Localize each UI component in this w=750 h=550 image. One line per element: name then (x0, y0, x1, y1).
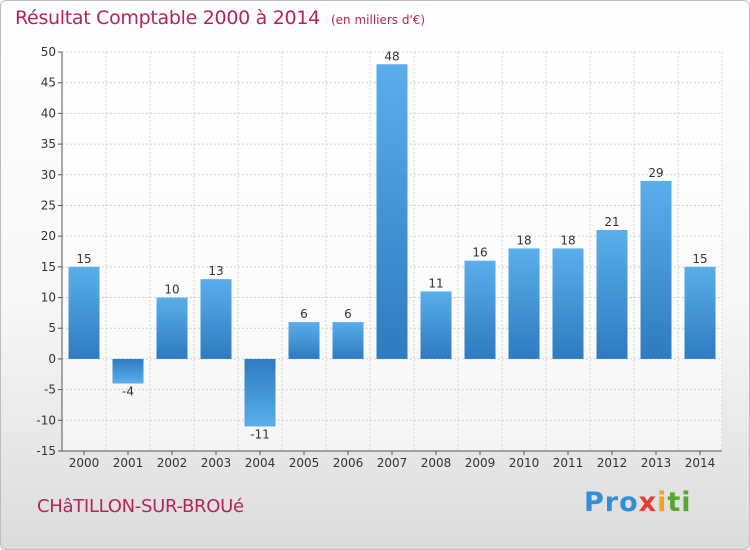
bar-value-label: 16 (472, 246, 487, 260)
x-tick-label: 2005 (289, 456, 320, 470)
logo-part: i (657, 487, 668, 518)
bar (596, 230, 628, 359)
y-tick-label: 15 (41, 260, 56, 274)
bar-value-label: -11 (250, 427, 270, 441)
x-tick-label: 2008 (421, 456, 452, 470)
bar-value-label: 11 (428, 276, 443, 290)
bar (640, 180, 672, 359)
y-tick-label: 40 (41, 106, 56, 120)
bar (552, 248, 584, 359)
logo-part: x (638, 487, 658, 518)
bar-value-label: 13 (208, 264, 223, 278)
x-tick-label: 2000 (69, 456, 100, 470)
logo-part: ti (667, 487, 692, 518)
bar-value-label: -4 (122, 384, 134, 398)
bar-value-label: 6 (344, 307, 352, 321)
y-tick-label: -15 (36, 444, 56, 458)
bar (288, 322, 320, 359)
x-tick-label: 2010 (509, 456, 540, 470)
chart-title: Résultat Comptable 2000 à 2014 (15, 7, 320, 29)
bar (332, 322, 364, 359)
x-tick-label: 2006 (333, 456, 364, 470)
bar-value-label: 15 (692, 252, 707, 266)
bar (508, 248, 540, 359)
x-tick-label: 2014 (685, 456, 716, 470)
x-tick-label: 2003 (201, 456, 232, 470)
bar-value-label: 18 (560, 233, 575, 247)
bar-value-label: 48 (384, 49, 399, 63)
y-tick-label: 20 (41, 229, 56, 243)
y-tick-label: 5 (48, 321, 56, 335)
bar (200, 279, 232, 359)
chart-header: Résultat Comptable 2000 à 2014 (en milli… (15, 7, 425, 29)
bar (68, 266, 100, 359)
x-tick-label: 2004 (245, 456, 276, 470)
bar-value-label: 21 (604, 215, 619, 229)
y-tick-label: -10 (36, 413, 56, 427)
y-tick-label: 10 (41, 291, 56, 305)
x-tick-label: 2007 (377, 456, 408, 470)
bar-value-label: 29 (648, 166, 663, 180)
bar (156, 297, 188, 359)
logo-part: Pro (584, 487, 639, 518)
y-tick-label: -5 (44, 383, 56, 397)
bar (112, 358, 144, 384)
x-tick-label: 2009 (465, 456, 496, 470)
bar-value-label: 6 (300, 307, 308, 321)
bar (420, 291, 452, 359)
y-tick-label: 25 (41, 198, 56, 212)
y-tick-label: 50 (41, 45, 56, 59)
y-tick-label: 45 (41, 76, 56, 90)
commune-name: CHâTILLON-SUR-BROUé (37, 496, 244, 517)
bar (464, 260, 496, 359)
y-tick-label: 30 (41, 168, 56, 182)
chart-unit: (en milliers d'€) (330, 13, 426, 27)
x-tick-label: 2011 (553, 456, 584, 470)
x-tick-label: 2002 (157, 456, 188, 470)
x-tick-label: 2013 (641, 456, 672, 470)
bar-value-label: 18 (516, 233, 531, 247)
x-tick-label: 2001 (113, 456, 144, 470)
proxiti-logo: Proxiti (584, 487, 692, 518)
bar (376, 64, 408, 359)
bar-value-label: 15 (76, 252, 91, 266)
bar-value-label: 10 (164, 283, 179, 297)
y-tick-label: 0 (48, 352, 56, 366)
y-tick-label: 35 (41, 137, 56, 151)
bar (244, 358, 276, 427)
x-tick-label: 2012 (597, 456, 628, 470)
bar (684, 266, 716, 359)
